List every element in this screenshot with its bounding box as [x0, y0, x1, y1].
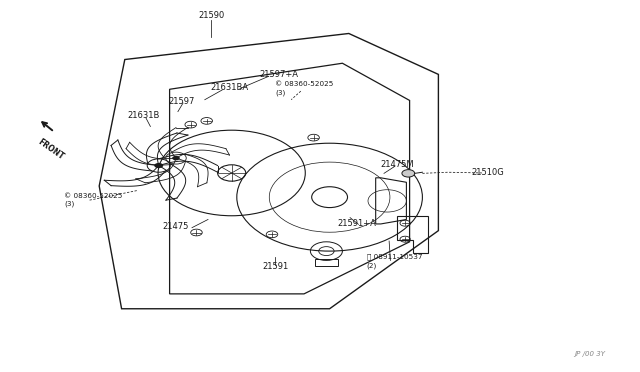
Circle shape [402, 170, 415, 177]
Circle shape [172, 156, 180, 160]
Text: 21631BA: 21631BA [210, 83, 248, 92]
Text: FRONT: FRONT [36, 137, 66, 161]
Circle shape [154, 163, 163, 168]
Text: 21591: 21591 [262, 262, 289, 271]
Text: 21590: 21590 [198, 11, 225, 20]
Text: 21597+A: 21597+A [259, 70, 298, 79]
Text: 21510G: 21510G [471, 169, 504, 177]
Text: JP /00 3Y: JP /00 3Y [574, 351, 605, 357]
Text: 21597: 21597 [168, 97, 195, 106]
Text: 21631B: 21631B [127, 111, 159, 120]
Text: 21475: 21475 [163, 222, 189, 231]
Text: 21475M: 21475M [380, 160, 413, 169]
Text: 21591+A: 21591+A [338, 219, 376, 228]
Text: © 08360-52025
(3): © 08360-52025 (3) [275, 81, 333, 96]
Text: ⓝ 08911-10537
(2): ⓝ 08911-10537 (2) [367, 254, 422, 269]
Text: © 08360-52025
(3): © 08360-52025 (3) [64, 193, 122, 207]
